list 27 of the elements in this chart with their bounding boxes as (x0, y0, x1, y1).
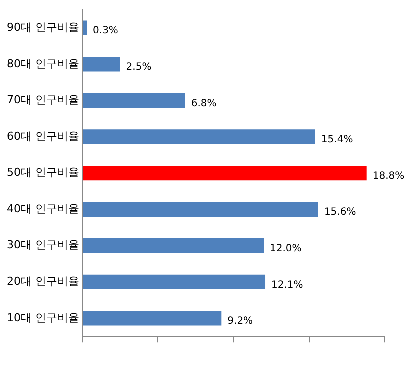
data-label: 9.2% (228, 316, 254, 328)
data-label: 18.8% (372, 170, 405, 182)
data-label: 12.1% (272, 280, 304, 291)
data-label: 0.3% (93, 26, 118, 37)
y-tick-label: 60대 인구비율 (6, 130, 80, 143)
y-tick-label: 40대 인구비율 (6, 202, 80, 216)
y-tick-label: 30대 인구비율 (6, 238, 80, 252)
bar (82, 274, 266, 290)
bar (82, 238, 264, 254)
y-tick-label: 10대 인구비율 (6, 311, 80, 324)
y-tick-label: 70대 인구비율 (6, 94, 80, 107)
bar (82, 311, 222, 326)
data-label: 15.4% (321, 134, 354, 146)
data-label: 2.5% (126, 62, 152, 74)
bar (82, 20, 88, 36)
bar (82, 130, 316, 144)
y-tick-label: 20대 인구비율 (6, 275, 80, 288)
data-label: 6.8% (191, 98, 217, 110)
data-label: 12.0% (270, 243, 302, 254)
y-tick-label: 90대 인구비율 (6, 21, 80, 34)
bar (82, 166, 367, 181)
data-label: 15.6% (324, 207, 356, 218)
y-tick-label: 50대 인구비율 (6, 166, 80, 180)
bar (82, 202, 318, 217)
y-tick-label: 80대 인구비율 (6, 57, 80, 70)
bar (82, 57, 120, 72)
bar (82, 93, 186, 108)
